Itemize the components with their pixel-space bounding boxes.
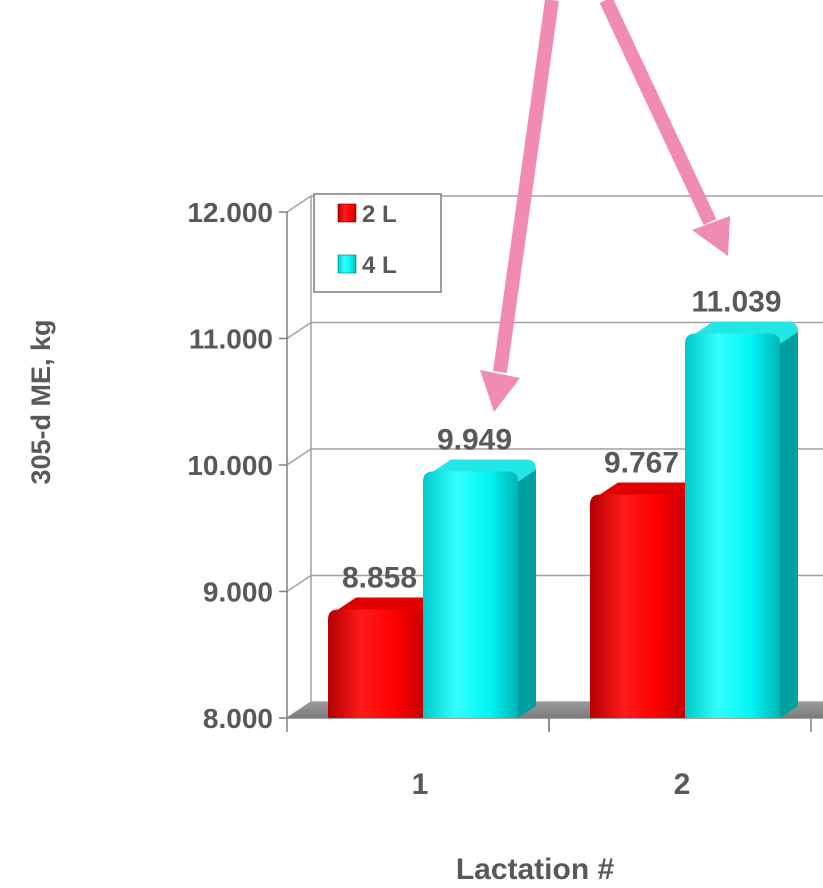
x-axis-title: Lactation # (456, 853, 615, 886)
legend-label-2l: 2 L (362, 201, 397, 228)
y-axis (279, 212, 287, 718)
legend-label-4l: 4 L (362, 252, 397, 279)
bars (328, 322, 798, 718)
grid-line (287, 196, 311, 212)
grid-line (287, 576, 311, 592)
y-tick-label: 10.000 (187, 450, 273, 481)
bar-4l-2 (685, 322, 798, 718)
data-label: 9.949 (437, 423, 512, 456)
x-tick-label: 2 (674, 768, 691, 801)
data-label: 11.039 (691, 286, 781, 319)
data-label: 8.858 (342, 561, 417, 594)
y-tick-label: 12.000 (187, 197, 273, 228)
arrow-to-lactation-1 (480, 0, 552, 412)
arrow-to-lactation-2 (606, 0, 730, 256)
data-label: 9.767 (604, 446, 679, 479)
bar-4l-1 (423, 459, 536, 718)
y-tick-label: 11.000 (189, 324, 273, 355)
grid-line (287, 323, 311, 339)
legend: 2 L 4 L (314, 194, 441, 292)
x-axis (287, 718, 823, 732)
grid-line (287, 449, 311, 465)
legend-swatch-2l (338, 204, 356, 222)
y-tick-label: 9.000 (203, 577, 273, 608)
y-axis-title: 305-d ME, kg (26, 319, 56, 484)
legend-swatch-4l (338, 255, 356, 273)
y-tick-label: 8.000 (203, 703, 273, 734)
y-tick-labels: 8.000 9.000 10.000 11.000 12.000 (187, 197, 273, 734)
x-tick-label: 1 (412, 768, 429, 801)
